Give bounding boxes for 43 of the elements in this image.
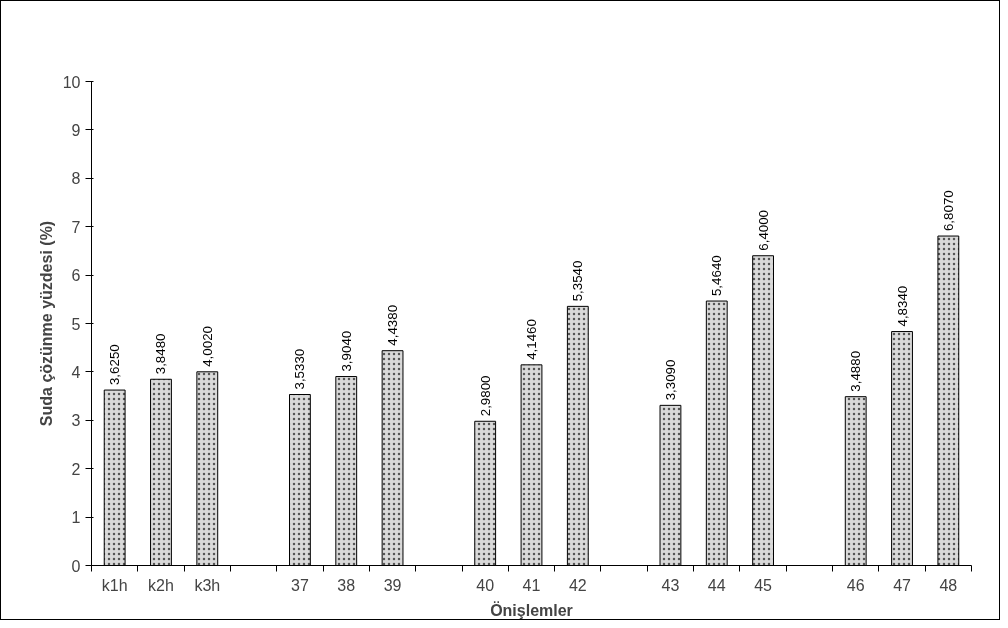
x-tick-label: 37 <box>291 576 309 594</box>
data-label: 6,4000 <box>755 209 771 251</box>
y-tick-label: 8 <box>71 170 81 188</box>
data-label: 3,5330 <box>292 348 308 390</box>
y-tick-label: 7 <box>71 218 81 236</box>
y-tick-label: 6 <box>71 267 81 285</box>
x-tick-label: 42 <box>568 576 587 594</box>
x-tick-label: 38 <box>337 576 356 594</box>
data-label: 3,8480 <box>153 333 169 375</box>
y-axis-title: Suda çözünme yüzdesi (%) <box>37 220 55 427</box>
y-tick-label: 3 <box>71 412 81 430</box>
x-tick-label: 46 <box>846 576 865 594</box>
x-tick-label: 39 <box>383 576 402 594</box>
data-label: 2,9800 <box>477 375 493 417</box>
x-tick-label: 43 <box>661 576 680 594</box>
data-label: 3,4880 <box>848 350 864 392</box>
x-tick-label: k1h <box>101 576 128 594</box>
x-tick-label: k3h <box>194 576 221 594</box>
data-label: 3,6250 <box>107 344 123 386</box>
x-tick-label: 45 <box>754 576 773 594</box>
y-tick-label: 2 <box>71 460 81 478</box>
data-label: 4,4380 <box>385 304 401 346</box>
x-axis-title: Önişlemler <box>490 600 573 619</box>
data-label: 6,8070 <box>940 190 956 232</box>
y-tick-label: 5 <box>71 315 81 333</box>
data-label: 5,4640 <box>709 255 725 297</box>
y-tick-label: 0 <box>71 557 81 575</box>
data-label: 3,9040 <box>338 330 354 372</box>
x-tick-label: 47 <box>893 576 912 594</box>
data-label: 5,3540 <box>570 260 586 302</box>
y-tick-label: 9 <box>71 121 81 139</box>
y-tick-label: 1 <box>71 509 81 527</box>
x-tick-label: 44 <box>707 576 726 594</box>
x-tick-label: 40 <box>476 576 495 594</box>
data-label: 4,0020 <box>199 326 215 367</box>
y-tick-label: 10 <box>62 73 81 91</box>
x-tick-label: 48 <box>939 576 958 594</box>
x-tick-label: k2h <box>148 576 174 594</box>
data-label: 3,3090 <box>662 359 678 401</box>
data-label: 4,8340 <box>894 285 910 327</box>
y-tick-label: 4 <box>71 363 81 381</box>
data-label: 4,1460 <box>524 319 539 360</box>
x-tick-label: 41 <box>522 576 541 594</box>
